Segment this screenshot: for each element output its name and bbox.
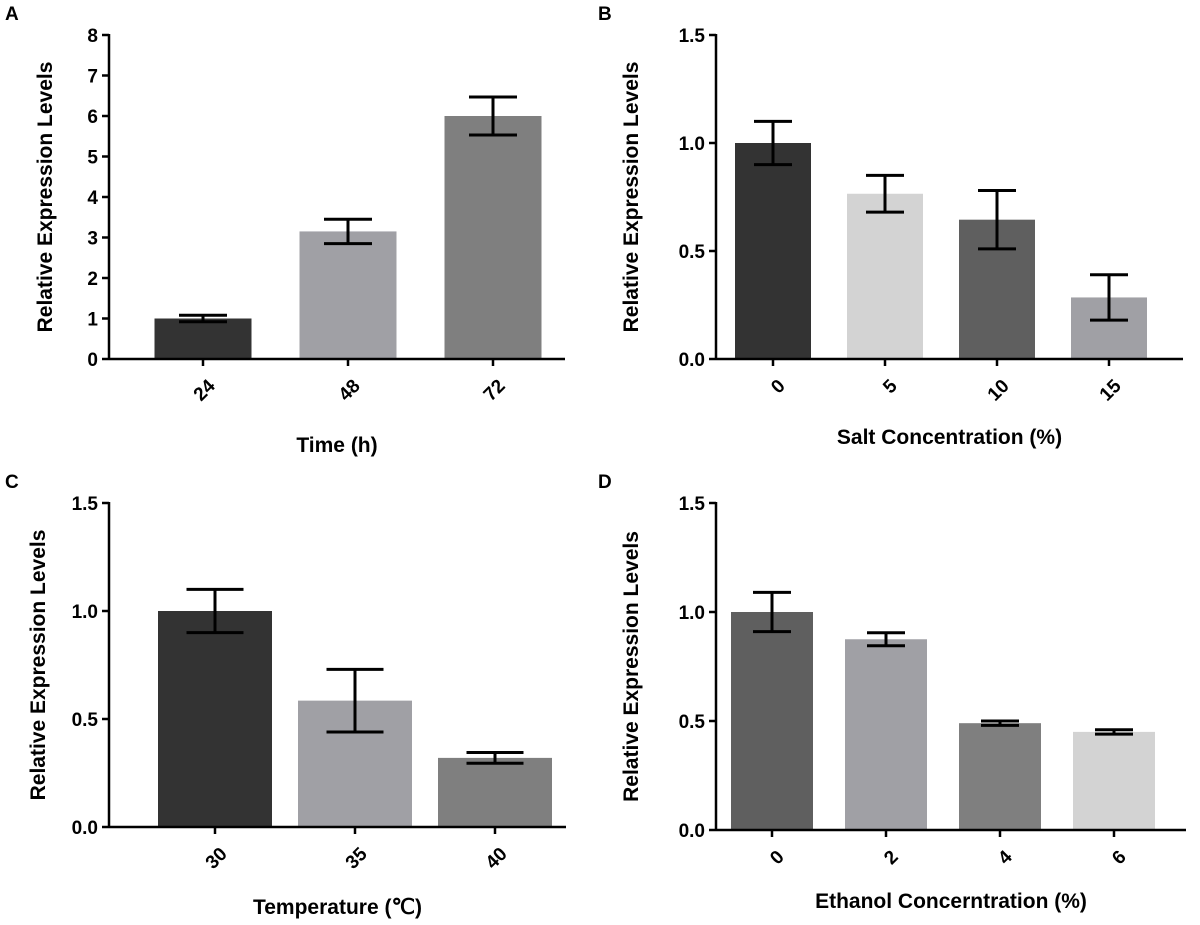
panel-a-bar-48: [299, 231, 397, 359]
panel-a-letter: A: [5, 4, 19, 25]
panel-d-error-bar-4: [981, 719, 1019, 727]
panel-c-x-tick-label: 40: [482, 844, 512, 874]
panel-d-y-tick-label: 1.0: [679, 603, 705, 624]
panel-d-chart: D 0.0 0.5 1.0 1.5 0 2 4 6 Ethanol Concerntration …: [598, 472, 1186, 913]
panel-d-x-axis-title: Ethanol Concerntration (%): [815, 890, 1087, 913]
panel-a-y-tick-label: 1: [87, 310, 98, 331]
panel-d-y-axis-title: Relative Expression Levels: [620, 531, 643, 802]
panel-d-x-tick-label: 4: [994, 846, 1017, 869]
panel-a-y-tick-label: 6: [87, 107, 98, 128]
panel-b-chart: B 0.0 0.5 1.0 1.5 0 5 10 15 Salt Concentration (%…: [598, 4, 1183, 449]
panel-b-x-tick-label: 0: [767, 376, 789, 398]
panel-b-error-bar-5: [866, 173, 904, 214]
panel-d-y-tick-label: 0.5: [679, 712, 706, 733]
panel-a-y-axis-title: Relative Expression Levels: [34, 62, 57, 333]
panel-d-bar-4: [959, 723, 1041, 830]
panel-c-error-bar-30: [186, 587, 244, 635]
panel-b-error-bar-15: [1090, 273, 1128, 322]
panel-c-chart: C 0.0 0.5 1.0 1.5 30 35 40 Temperature (℃) Relati…: [5, 472, 566, 919]
panel-a-x-tick-label: 24: [190, 375, 220, 405]
panel-b-x-tick-label: 15: [1096, 375, 1126, 405]
panel-a-x-tick-label: 48: [335, 376, 365, 406]
panel-c-y-tick-label: 1.0: [72, 602, 98, 623]
panel-d-x-tick-label: 6: [1108, 847, 1130, 869]
panel-b-y-tick-label: 1.5: [679, 26, 706, 47]
panel-c-error-bar-35: [326, 667, 384, 734]
panel-d-error-bar-0: [753, 590, 791, 634]
panel-a-y-tick-label: 8: [87, 26, 98, 47]
panel-a-x-axis-title: Time (h): [296, 434, 377, 457]
panel-d-error-bar-2: [867, 631, 905, 648]
panel-a-error-bar-48: [324, 217, 372, 246]
panel-d-x-tick-label: 0: [766, 847, 788, 869]
panel-a-error-bar-72: [469, 95, 517, 137]
panel-d-letter: D: [598, 472, 612, 493]
panel-a-error-bar-24: [179, 313, 227, 324]
panel-b-y-tick-label: 0.0: [679, 350, 705, 371]
panel-a-bar-72: [444, 116, 542, 359]
panel-c-y-tick-label: 1.5: [72, 494, 99, 515]
panel-b-y-tick-label: 1.0: [679, 134, 705, 155]
panel-b-x-tick-label: 10: [984, 376, 1014, 406]
panel-d-error-bar-6: [1095, 728, 1133, 736]
panel-c-x-tick-label: 30: [202, 844, 232, 874]
panel-b-bar-0: [735, 143, 811, 359]
panel-a-bar-24: [154, 318, 252, 359]
panel-b-letter: B: [598, 4, 612, 25]
panel-a-y-tick-label: 4: [87, 188, 98, 209]
panel-b-x-tick-label: 5: [879, 375, 902, 398]
panel-b-error-bar-10: [978, 189, 1016, 251]
panel-b-y-axis-title: Relative Expression Levels: [620, 62, 643, 333]
panel-d-y-tick-label: 0.0: [679, 821, 705, 842]
panel-c-error-bar-40: [466, 750, 524, 765]
panel-c-letter: C: [5, 472, 19, 493]
panel-b-x-axis-title: Salt Concentration (%): [837, 426, 1062, 449]
panel-c-x-tick-label: 35: [342, 843, 372, 873]
panel-a-y-tick-label: 2: [87, 269, 98, 290]
panel-a-y-tick-label: 7: [87, 67, 98, 88]
panel-c-y-tick-label: 0.5: [72, 710, 99, 731]
panel-a-x-tick-label: 72: [480, 376, 510, 406]
panel-a-chart: A 0 1 2 3 4 5 6 7 8 24 48 72 Time (h) Relative Express…: [5, 4, 565, 457]
panel-a-y-tick-label: 3: [87, 229, 98, 250]
panel-a-y-tick-label: 0: [87, 350, 98, 371]
panel-a-y-tick-label: 5: [87, 148, 98, 169]
panel-d-bar-0: [731, 612, 813, 830]
panel-c-x-axis-title: Temperature (℃): [253, 896, 422, 919]
panel-c-bar-40: [438, 757, 552, 827]
panel-d-bar-2: [845, 639, 927, 830]
panel-c-y-axis-title: Relative Expression Levels: [27, 530, 50, 801]
panel-d-y-tick-label: 1.5: [679, 494, 706, 515]
panel-b-bar-5: [847, 193, 923, 359]
panel-b-error-bar-0: [754, 119, 792, 167]
panel-c-bar-30: [158, 611, 272, 827]
panel-b-y-tick-label: 0.5: [679, 242, 706, 263]
panel-d-x-tick-label: 2: [880, 847, 902, 869]
panel-d-bar-6: [1073, 731, 1155, 830]
panel-c-y-tick-label: 0.0: [72, 818, 98, 839]
